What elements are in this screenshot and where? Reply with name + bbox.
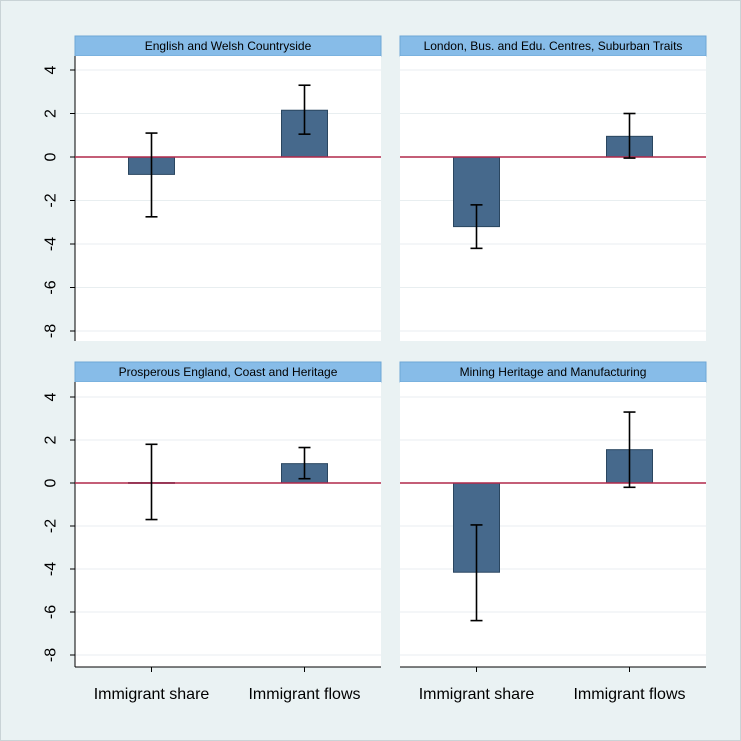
- plot-area: [75, 56, 381, 341]
- panel-title: English and Welsh Countryside: [145, 39, 312, 53]
- panel-4: Mining Heritage and Manufacturing Immigra…: [399, 361, 707, 703]
- y-tick-label: -4: [43, 237, 60, 251]
- error-bar: [470, 204, 483, 250]
- plot-area: [400, 56, 706, 341]
- y-tick-label: 0: [43, 478, 60, 487]
- y-tick-label: -4: [43, 562, 60, 576]
- error-bar: [470, 524, 483, 622]
- panel-title: Prosperous England, Coast and Heritage: [119, 365, 338, 379]
- y-tick-label: 2: [43, 435, 60, 444]
- y-tick-label: 0: [43, 152, 60, 161]
- plot-area: [400, 382, 706, 667]
- panel-title: Mining Heritage and Manufacturing: [460, 365, 647, 379]
- y-tick-label: 4: [43, 392, 60, 401]
- panel-2: London, Bus. and Edu. Centres, Suburban …: [399, 35, 707, 341]
- x-tick-label: Immigrant share: [419, 686, 535, 703]
- y-tick-label: 4: [43, 65, 60, 74]
- x-tick-label: Immigrant flows: [248, 686, 360, 703]
- panel-3: Prosperous England, Coast and Heritage 4 2…: [43, 361, 382, 703]
- error-bar: [623, 112, 636, 159]
- plot-area: [75, 382, 381, 667]
- error-bar: [623, 411, 636, 489]
- y-tick-label: -2: [43, 193, 60, 207]
- error-bar: [298, 84, 311, 135]
- y-tick-label: -6: [43, 280, 60, 294]
- y-tick-label: 2: [43, 109, 60, 118]
- y-tick-label: -2: [43, 519, 60, 533]
- y-tick-label: -8: [43, 648, 60, 662]
- x-tick-label: Immigrant share: [94, 686, 210, 703]
- x-tick-label: Immigrant flows: [573, 686, 685, 703]
- error-bar: [298, 446, 311, 480]
- panel-1: English and Welsh Countryside 4 2 0 -2 -4 -6 -8: [43, 35, 382, 341]
- panel-title: London, Bus. and Edu. Centres, Suburban …: [424, 39, 683, 53]
- error-bar: [145, 443, 158, 521]
- y-tick-label: -8: [43, 324, 60, 338]
- error-bar: [145, 132, 158, 218]
- y-tick-label: -6: [43, 605, 60, 619]
